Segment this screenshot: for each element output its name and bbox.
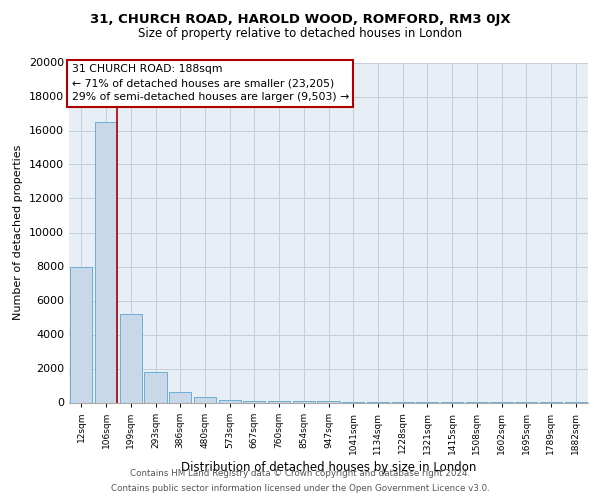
Text: Contains public sector information licensed under the Open Government Licence v3: Contains public sector information licen… — [110, 484, 490, 493]
Bar — [268, 401, 290, 402]
Bar — [70, 266, 92, 402]
Bar — [194, 398, 216, 402]
Bar — [218, 400, 241, 402]
X-axis label: Distribution of detached houses by size in London: Distribution of detached houses by size … — [181, 460, 476, 473]
Bar — [243, 401, 265, 402]
Bar — [169, 392, 191, 402]
Y-axis label: Number of detached properties: Number of detached properties — [13, 145, 23, 320]
Bar — [95, 122, 117, 402]
Text: Size of property relative to detached houses in London: Size of property relative to detached ho… — [138, 28, 462, 40]
Bar — [119, 314, 142, 402]
Text: 31, CHURCH ROAD, HAROLD WOOD, ROMFORD, RM3 0JX: 31, CHURCH ROAD, HAROLD WOOD, ROMFORD, R… — [89, 12, 511, 26]
Bar — [145, 372, 167, 402]
Bar — [293, 401, 315, 402]
Text: 31 CHURCH ROAD: 188sqm
← 71% of detached houses are smaller (23,205)
29% of semi: 31 CHURCH ROAD: 188sqm ← 71% of detached… — [71, 64, 349, 102]
Text: Contains HM Land Registry data © Crown copyright and database right 2024.: Contains HM Land Registry data © Crown c… — [130, 469, 470, 478]
